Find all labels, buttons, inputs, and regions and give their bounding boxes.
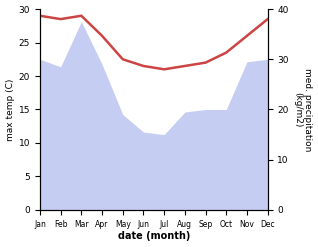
Y-axis label: max temp (C): max temp (C): [5, 78, 15, 141]
Y-axis label: med. precipitation
(kg/m2): med. precipitation (kg/m2): [293, 68, 313, 151]
X-axis label: date (month): date (month): [118, 231, 190, 242]
